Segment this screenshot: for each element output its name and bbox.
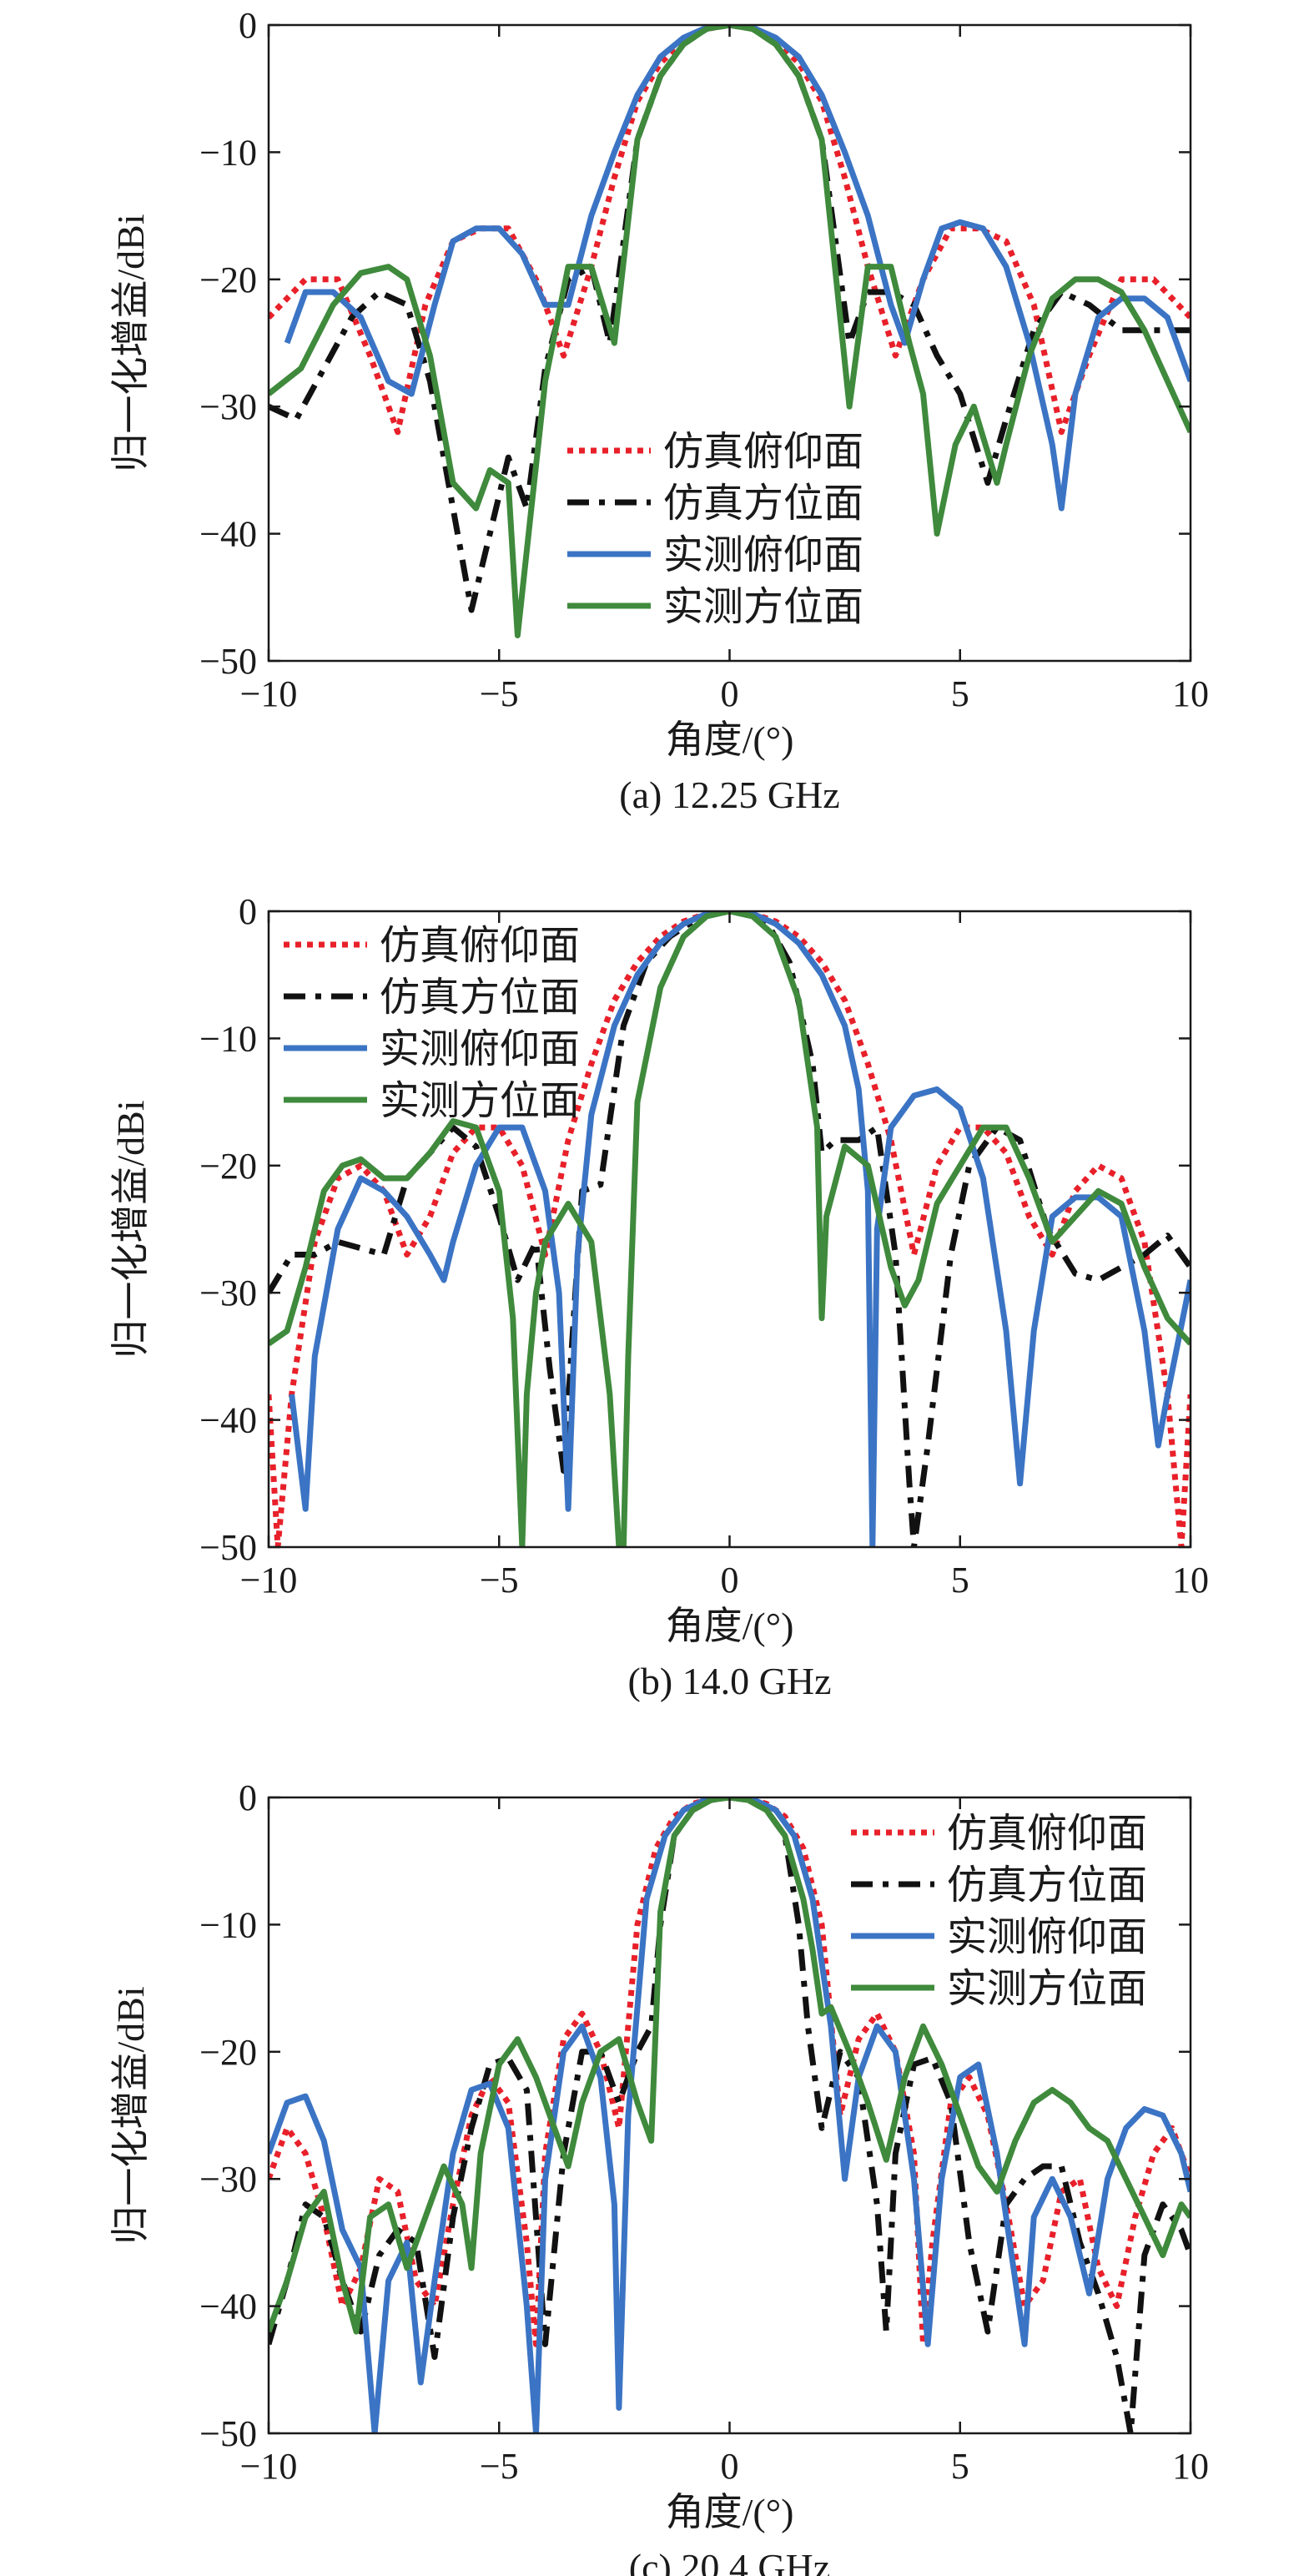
x-tick-label: 10	[1172, 2446, 1209, 2487]
y-tick-label: −10	[199, 1018, 257, 1059]
x-tick-label: 0	[721, 1560, 739, 1601]
series-line-1	[269, 911, 1191, 1547]
legend-label-3: 实测俯仰面	[947, 1915, 1147, 1959]
x-tick-label: 10	[1172, 1560, 1209, 1601]
series-line-3	[284, 25, 1191, 512]
y-tick-label: −50	[199, 641, 257, 682]
x-tick-label: 0	[721, 2446, 739, 2487]
y-tick-label: −30	[199, 386, 257, 427]
x-tick-label: −10	[240, 2446, 298, 2487]
legend-label-3: 实测俯仰面	[663, 533, 863, 577]
chart-panel-3: −10 −5 0 5 100−10−20−30−40−50角度/(°)归一化增益/dBi…	[109, 1777, 1209, 2576]
panel-caption: (c) 20.4 GHz	[629, 2546, 830, 2576]
y-tick-label: 0	[239, 891, 257, 932]
x-tick-label: 0	[721, 673, 739, 714]
y-tick-label: −40	[199, 2286, 257, 2327]
y-tick-label: −40	[199, 514, 257, 555]
series-line-4	[269, 911, 1191, 1547]
y-tick-label: −40	[199, 1400, 257, 1441]
x-axis-label: 角度/(°)	[666, 718, 794, 761]
y-tick-label: −50	[199, 1527, 257, 1568]
x-tick-label: 5	[951, 2446, 969, 2487]
panel-caption: (b) 14.0 GHz	[628, 1660, 832, 1702]
x-axis-label: 角度/(°)	[666, 2491, 794, 2533]
x-tick-label: 5	[951, 1560, 969, 1601]
y-axis-label: 归一化增益/dBi	[109, 214, 152, 471]
x-tick-label: −5	[480, 2446, 519, 2487]
series-line-4	[269, 25, 1191, 638]
y-axis-label: 归一化增益/dBi	[109, 1100, 152, 1358]
x-tick-label: −5	[480, 1560, 519, 1601]
y-tick-label: 0	[239, 1777, 257, 1818]
y-tick-label: −20	[199, 260, 257, 300]
y-tick-label: −10	[199, 132, 257, 173]
chart-panel-1: −10 −5 0 5 100−10−20−30−40−50角度/(°)归一化增益/dBi…	[109, 5, 1209, 816]
chart-panel-2: −10 −5 0 5 100−10−20−30−40−50角度/(°)归一化增益/dBi…	[109, 891, 1209, 1702]
legend-label-1: 仿真俯仰面	[380, 924, 580, 968]
series-line-2	[269, 1797, 1191, 2433]
legend-label-2: 仿真方位面	[380, 975, 580, 1020]
legend-label-1: 仿真俯仰面	[947, 1812, 1147, 1856]
panel-caption: (a) 12.25 GHz	[619, 774, 839, 816]
y-tick-label: 0	[239, 5, 257, 46]
y-tick-label: −20	[199, 2032, 257, 2073]
x-tick-label: 5	[951, 673, 969, 714]
y-tick-label: −30	[199, 1273, 257, 1313]
y-tick-label: −20	[199, 1146, 257, 1187]
legend-label-3: 实测俯仰面	[380, 1027, 580, 1071]
legend-label-4: 实测方位面	[663, 585, 863, 629]
legend-label-2: 仿真方位面	[947, 1863, 1147, 1908]
y-tick-label: −10	[199, 1904, 257, 1945]
legend-label-4: 实测方位面	[947, 1967, 1147, 2011]
x-axis-label: 角度/(°)	[666, 1605, 794, 1647]
series-line-1	[269, 25, 1191, 436]
legend-label-2: 仿真方位面	[663, 481, 863, 526]
legend-label-1: 仿真俯仰面	[663, 430, 863, 474]
x-tick-label: −10	[240, 673, 298, 714]
y-axis-label: 归一化增益/dBi	[109, 1986, 152, 2244]
x-tick-label: −10	[240, 1560, 298, 1601]
x-tick-label: −5	[480, 673, 519, 714]
y-tick-label: −50	[199, 2413, 257, 2454]
y-tick-label: −30	[199, 2159, 257, 2200]
series-line-4	[269, 1797, 1191, 2335]
x-tick-label: 10	[1172, 673, 1209, 714]
legend-label-4: 实测方位面	[380, 1079, 580, 1123]
